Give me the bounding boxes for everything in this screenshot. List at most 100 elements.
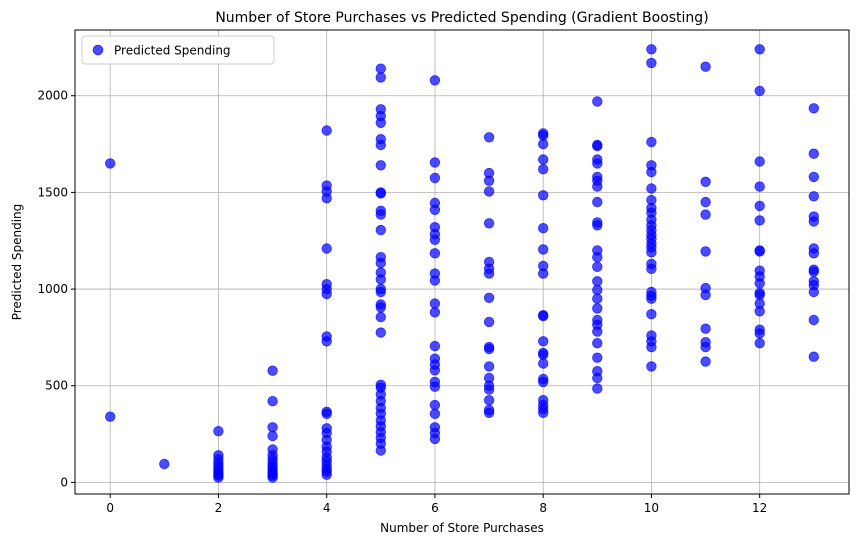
data-point — [267, 430, 278, 442]
data-point — [375, 274, 387, 285]
data-point — [646, 263, 657, 275]
data-point — [483, 218, 495, 229]
legend-marker — [92, 44, 104, 56]
data-point — [429, 408, 441, 420]
data-point — [483, 132, 495, 143]
data-point — [429, 157, 441, 168]
data-point — [754, 246, 765, 257]
data-point — [483, 395, 495, 406]
data-point — [592, 352, 603, 363]
data-point — [646, 44, 657, 55]
data-point — [483, 268, 495, 279]
data-point — [538, 154, 549, 165]
data-point — [754, 289, 765, 301]
data-point — [700, 196, 711, 208]
data-point — [646, 341, 657, 353]
data-point — [375, 224, 387, 236]
data-point — [700, 176, 711, 188]
legend: Predicted Spending — [81, 35, 275, 65]
data-point — [321, 243, 332, 254]
data-point — [375, 286, 387, 298]
data-point — [592, 284, 603, 296]
x-tick-label: 10 — [644, 501, 659, 515]
data-point — [538, 349, 549, 361]
data-point — [267, 365, 278, 376]
data-point — [538, 163, 549, 175]
data-point — [754, 44, 765, 55]
data-point — [429, 399, 441, 411]
chart-title: Number of Store Purchases vs Predicted S… — [215, 10, 708, 26]
data-point — [808, 171, 820, 183]
data-point — [375, 188, 387, 199]
y-tick-label: 1500 — [37, 185, 68, 199]
data-point — [267, 472, 278, 483]
data-point — [375, 327, 387, 338]
x-tick-label: 0 — [106, 501, 114, 515]
data-point — [754, 85, 765, 97]
data-point — [592, 383, 603, 394]
data-point — [538, 222, 549, 234]
data-point — [646, 293, 657, 304]
data-point — [592, 220, 603, 231]
data-point — [429, 248, 441, 259]
data-point — [483, 407, 495, 419]
data-point — [646, 166, 657, 178]
data-point — [538, 336, 549, 347]
data-point — [592, 252, 603, 263]
data-point — [159, 458, 170, 470]
data-point — [592, 326, 603, 337]
data-point — [592, 372, 603, 384]
data-point — [538, 268, 549, 279]
data-point — [321, 288, 332, 300]
data-point — [592, 338, 603, 349]
x-tick-label: 4 — [323, 501, 331, 515]
data-point — [104, 158, 116, 169]
data-point — [483, 343, 495, 355]
data-point — [646, 183, 657, 194]
data-point — [700, 61, 711, 72]
x-axis-label: Number of Store Purchases — [380, 521, 544, 535]
data-point — [375, 117, 387, 129]
data-point — [700, 209, 711, 220]
data-point — [538, 130, 549, 141]
legend-label: Predicted Spending — [114, 44, 231, 58]
data-point — [429, 365, 441, 376]
data-point — [592, 181, 603, 192]
data-point — [754, 278, 765, 289]
data-point — [321, 192, 332, 204]
data-point — [808, 216, 820, 227]
data-point — [700, 246, 711, 257]
y-axis-label: Predicted Spending — [10, 204, 24, 321]
plot-area-frame — [74, 29, 850, 495]
y-tick-label: 0 — [60, 475, 68, 489]
data-point — [700, 289, 711, 301]
data-point — [754, 156, 765, 167]
data-point — [754, 215, 765, 226]
data-point — [213, 472, 224, 483]
data-point — [646, 136, 657, 148]
data-point — [429, 381, 441, 392]
data-point — [754, 200, 765, 212]
data-point — [483, 316, 495, 328]
data-point — [592, 96, 603, 107]
data-point — [754, 328, 765, 339]
data-point — [375, 72, 387, 83]
data-point — [375, 209, 387, 220]
data-point — [429, 340, 441, 352]
data-point — [808, 248, 820, 259]
data-point — [375, 311, 387, 323]
data-point — [808, 191, 820, 202]
data-point — [429, 307, 441, 318]
data-point — [646, 247, 657, 258]
data-point — [321, 469, 332, 480]
data-point — [375, 63, 387, 74]
data-point — [754, 306, 765, 317]
data-point — [592, 196, 603, 208]
x-tick-label: 2 — [215, 501, 223, 515]
data-point — [429, 75, 441, 86]
data-point — [429, 433, 441, 445]
data-point — [808, 314, 820, 326]
data-point — [700, 356, 711, 367]
data-point — [321, 408, 332, 420]
